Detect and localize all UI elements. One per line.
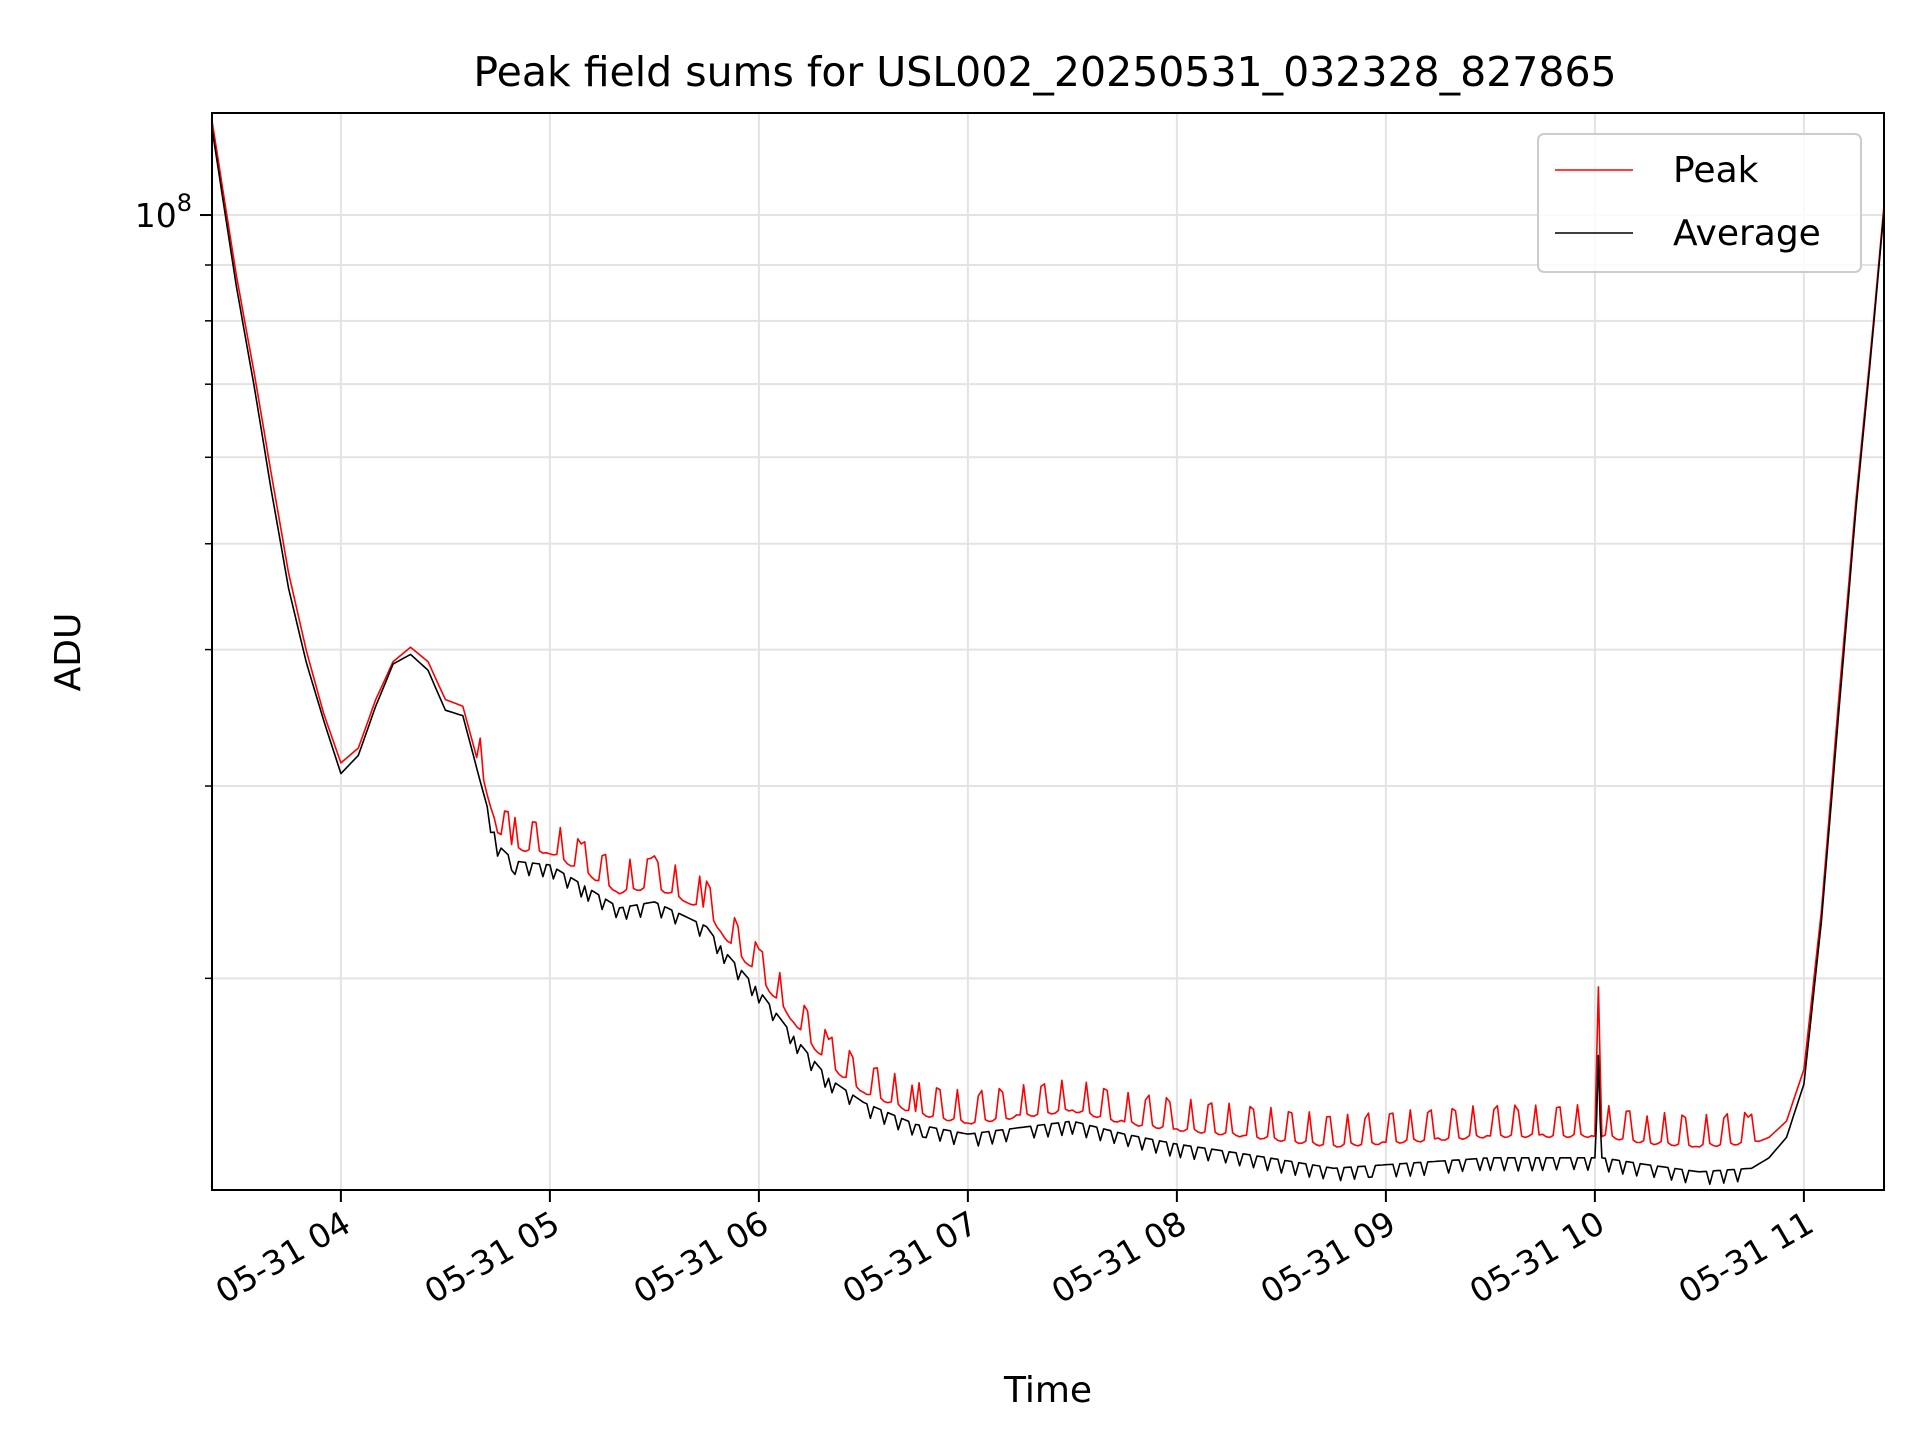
legend-average-label: Average bbox=[1673, 213, 1821, 254]
plot-frame bbox=[211, 112, 1885, 1191]
series-average-group bbox=[211, 128, 1885, 1185]
x-axis-label: Time bbox=[1003, 1370, 1092, 1411]
series-peak-line bbox=[211, 120, 1885, 1148]
series-lines bbox=[211, 120, 1885, 1185]
legend-peak-label: Peak bbox=[1673, 150, 1759, 191]
legend-box bbox=[1537, 133, 1862, 273]
grid bbox=[212, 113, 1884, 1190]
series-peak-group bbox=[211, 120, 1885, 1148]
y-axis-label: ADU bbox=[48, 613, 89, 692]
chart-title: Peak field sums for USL002_20250531_0323… bbox=[473, 48, 1616, 96]
y-tick-label: 108 bbox=[135, 189, 192, 235]
series-average-line bbox=[211, 128, 1885, 1185]
legend: Peak Average bbox=[1537, 133, 1862, 273]
